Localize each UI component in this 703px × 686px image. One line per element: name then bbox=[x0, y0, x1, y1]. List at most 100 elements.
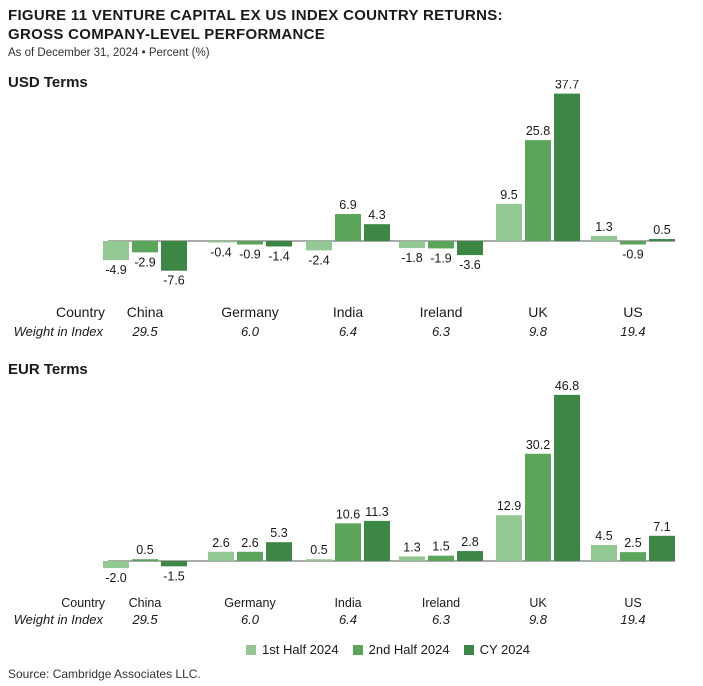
eur-bar-india-h1 bbox=[306, 559, 332, 561]
eur-category-label-us: US bbox=[624, 596, 641, 610]
source-note: Source: Cambridge Associates LLC. bbox=[8, 667, 201, 681]
eur-data-label-india-cy: 11.3 bbox=[365, 505, 388, 519]
usd-data-label-us-h1: 1.3 bbox=[595, 220, 612, 234]
figure-title: FIGURE 11 VENTURE CAPITAL EX US INDEX CO… bbox=[8, 6, 503, 44]
usd-bar-germany-h2 bbox=[237, 241, 263, 245]
eur-category-label-uk: UK bbox=[529, 596, 547, 610]
eur-bar-uk-h1 bbox=[496, 515, 522, 561]
figure-title-line1: FIGURE 11 VENTURE CAPITAL EX US INDEX CO… bbox=[8, 7, 503, 24]
chart-legend: 1st Half 2024 2nd Half 2024 CY 2024 bbox=[246, 642, 530, 657]
eur-data-label-ireland-cy: 2.8 bbox=[461, 535, 478, 549]
eur-weight-label-china: 29.5 bbox=[131, 612, 158, 627]
usd-bar-uk-h2 bbox=[525, 140, 551, 241]
usd-bar-china-h1 bbox=[103, 241, 129, 261]
eur-data-label-germany-h2: 2.6 bbox=[241, 536, 258, 550]
usd-data-label-ireland-h2: -1.9 bbox=[430, 251, 452, 265]
figure-title-line2: GROSS COMPANY-LEVEL PERFORMANCE bbox=[8, 26, 326, 43]
eur-bar-china-cy bbox=[161, 561, 187, 567]
eur-data-label-germany-cy: 5.3 bbox=[270, 526, 287, 540]
usd-data-label-ireland-cy: -3.6 bbox=[459, 258, 481, 272]
usd-panel-title: USD Terms bbox=[8, 74, 88, 91]
eur-data-label-china-h1: -2.0 bbox=[105, 571, 127, 585]
eur-category-label-germany: Germany bbox=[224, 596, 276, 610]
eur-bar-ireland-h2 bbox=[428, 555, 454, 561]
usd-data-label-uk-h1: 9.5 bbox=[500, 188, 517, 202]
usd-data-label-india-cy: 4.3 bbox=[368, 208, 385, 222]
eur-category-label-india: India bbox=[334, 596, 361, 610]
eur-bar-germany-h2 bbox=[237, 551, 263, 561]
legend-swatch-cy bbox=[463, 644, 474, 655]
usd-bar-ireland-cy bbox=[457, 241, 483, 256]
usd-bar-india-h1 bbox=[306, 241, 332, 251]
usd-country-row-label: Country bbox=[56, 304, 105, 320]
eur-bar-india-cy bbox=[364, 520, 390, 561]
usd-data-label-us-cy: 0.5 bbox=[653, 223, 670, 237]
eur-bar-india-h2 bbox=[335, 523, 361, 561]
usd-weight-label-uk: 9.8 bbox=[529, 324, 548, 339]
eur-data-label-china-cy: -1.5 bbox=[163, 569, 185, 583]
usd-weight-row-label: Weight in Index bbox=[14, 324, 104, 339]
eur-bar-uk-cy bbox=[554, 394, 580, 561]
eur-bar-ireland-h1 bbox=[399, 556, 425, 561]
legend-item-h1: 1st Half 2024 bbox=[246, 642, 339, 657]
usd-data-label-china-h2: -2.9 bbox=[134, 255, 156, 269]
usd-weight-label-india: 6.4 bbox=[339, 324, 357, 339]
usd-data-label-china-cy: -7.6 bbox=[163, 274, 185, 288]
figure-subtitle: As of December 31, 2024 • Percent (%) bbox=[8, 47, 210, 59]
usd-category-label-germany: Germany bbox=[221, 304, 279, 320]
eur-data-label-china-h2: 0.5 bbox=[136, 543, 153, 557]
eur-data-label-uk-h2: 30.2 bbox=[526, 438, 550, 452]
usd-data-label-india-h1: -2.4 bbox=[308, 253, 330, 267]
usd-data-label-us-h2: -0.9 bbox=[622, 248, 644, 262]
eur-weight-label-germany: 6.0 bbox=[241, 612, 260, 627]
eur-data-label-india-h2: 10.6 bbox=[336, 507, 360, 521]
legend-swatch-h1 bbox=[246, 644, 256, 655]
eur-bar-germany-h1 bbox=[208, 551, 234, 561]
usd-bar-us-h1 bbox=[591, 235, 617, 241]
usd-bar-us-cy bbox=[649, 239, 675, 241]
usd-bar-uk-h1 bbox=[496, 203, 522, 241]
legend-label-cy: CY 2024 bbox=[479, 642, 530, 657]
eur-weight-label-uk: 9.8 bbox=[529, 612, 548, 627]
eur-bar-china-h2 bbox=[132, 559, 158, 561]
eur-category-label-china: China bbox=[129, 596, 162, 610]
usd-bar-ireland-h1 bbox=[399, 241, 425, 249]
eur-bar-us-h1 bbox=[591, 545, 617, 561]
eur-data-label-us-h2: 2.5 bbox=[624, 536, 641, 550]
legend-label-h2: 2nd Half 2024 bbox=[368, 642, 450, 657]
usd-weight-label-germany: 6.0 bbox=[241, 324, 260, 339]
eur-data-label-uk-cy: 46.8 bbox=[555, 379, 579, 393]
usd-chart: -4.9 -2.9 -7.6 China 29.5 -0.4 -0.9 -1.4 Germany… bbox=[14, 80, 675, 339]
eur-bar-germany-cy bbox=[266, 542, 292, 561]
usd-data-label-china-h1: -4.9 bbox=[105, 263, 127, 277]
usd-data-label-germany-h1: -0.4 bbox=[210, 246, 232, 260]
usd-bar-india-h2 bbox=[335, 214, 361, 241]
eur-data-label-ireland-h2: 1.5 bbox=[432, 540, 449, 554]
eur-data-label-germany-h1: 2.6 bbox=[212, 536, 229, 550]
eur-data-label-us-h1: 4.5 bbox=[595, 529, 612, 543]
usd-data-label-uk-h2: 25.8 bbox=[526, 124, 550, 138]
eur-data-label-us-cy: 7.1 bbox=[653, 520, 670, 534]
legend-item-cy: CY 2024 bbox=[463, 642, 530, 657]
legend-swatch-h2 bbox=[352, 644, 363, 655]
eur-bar-china-h1 bbox=[103, 561, 129, 569]
usd-bar-china-cy bbox=[161, 241, 187, 271]
usd-category-label-uk: UK bbox=[528, 304, 548, 320]
usd-category-label-ireland: Ireland bbox=[420, 304, 463, 320]
usd-bar-us-h2 bbox=[620, 241, 646, 245]
usd-category-label-india: India bbox=[333, 304, 364, 320]
eur-weight-row-label: Weight in Index bbox=[14, 612, 104, 627]
usd-data-label-india-h2: 6.9 bbox=[339, 198, 356, 212]
eur-country-row-label: Country bbox=[61, 596, 106, 610]
legend-item-h2: 2nd Half 2024 bbox=[352, 642, 450, 657]
eur-bar-us-cy bbox=[649, 535, 675, 561]
usd-weight-label-ireland: 6.3 bbox=[432, 324, 451, 339]
usd-bar-ireland-h2 bbox=[428, 241, 454, 249]
eur-data-label-india-h1: 0.5 bbox=[310, 543, 327, 557]
eur-weight-label-us: 19.4 bbox=[620, 612, 645, 627]
usd-bar-uk-cy bbox=[554, 93, 580, 241]
eur-panel-title: EUR Terms bbox=[8, 361, 88, 378]
eur-weight-label-india: 6.4 bbox=[339, 612, 357, 627]
eur-weight-label-ireland: 6.3 bbox=[432, 612, 451, 627]
